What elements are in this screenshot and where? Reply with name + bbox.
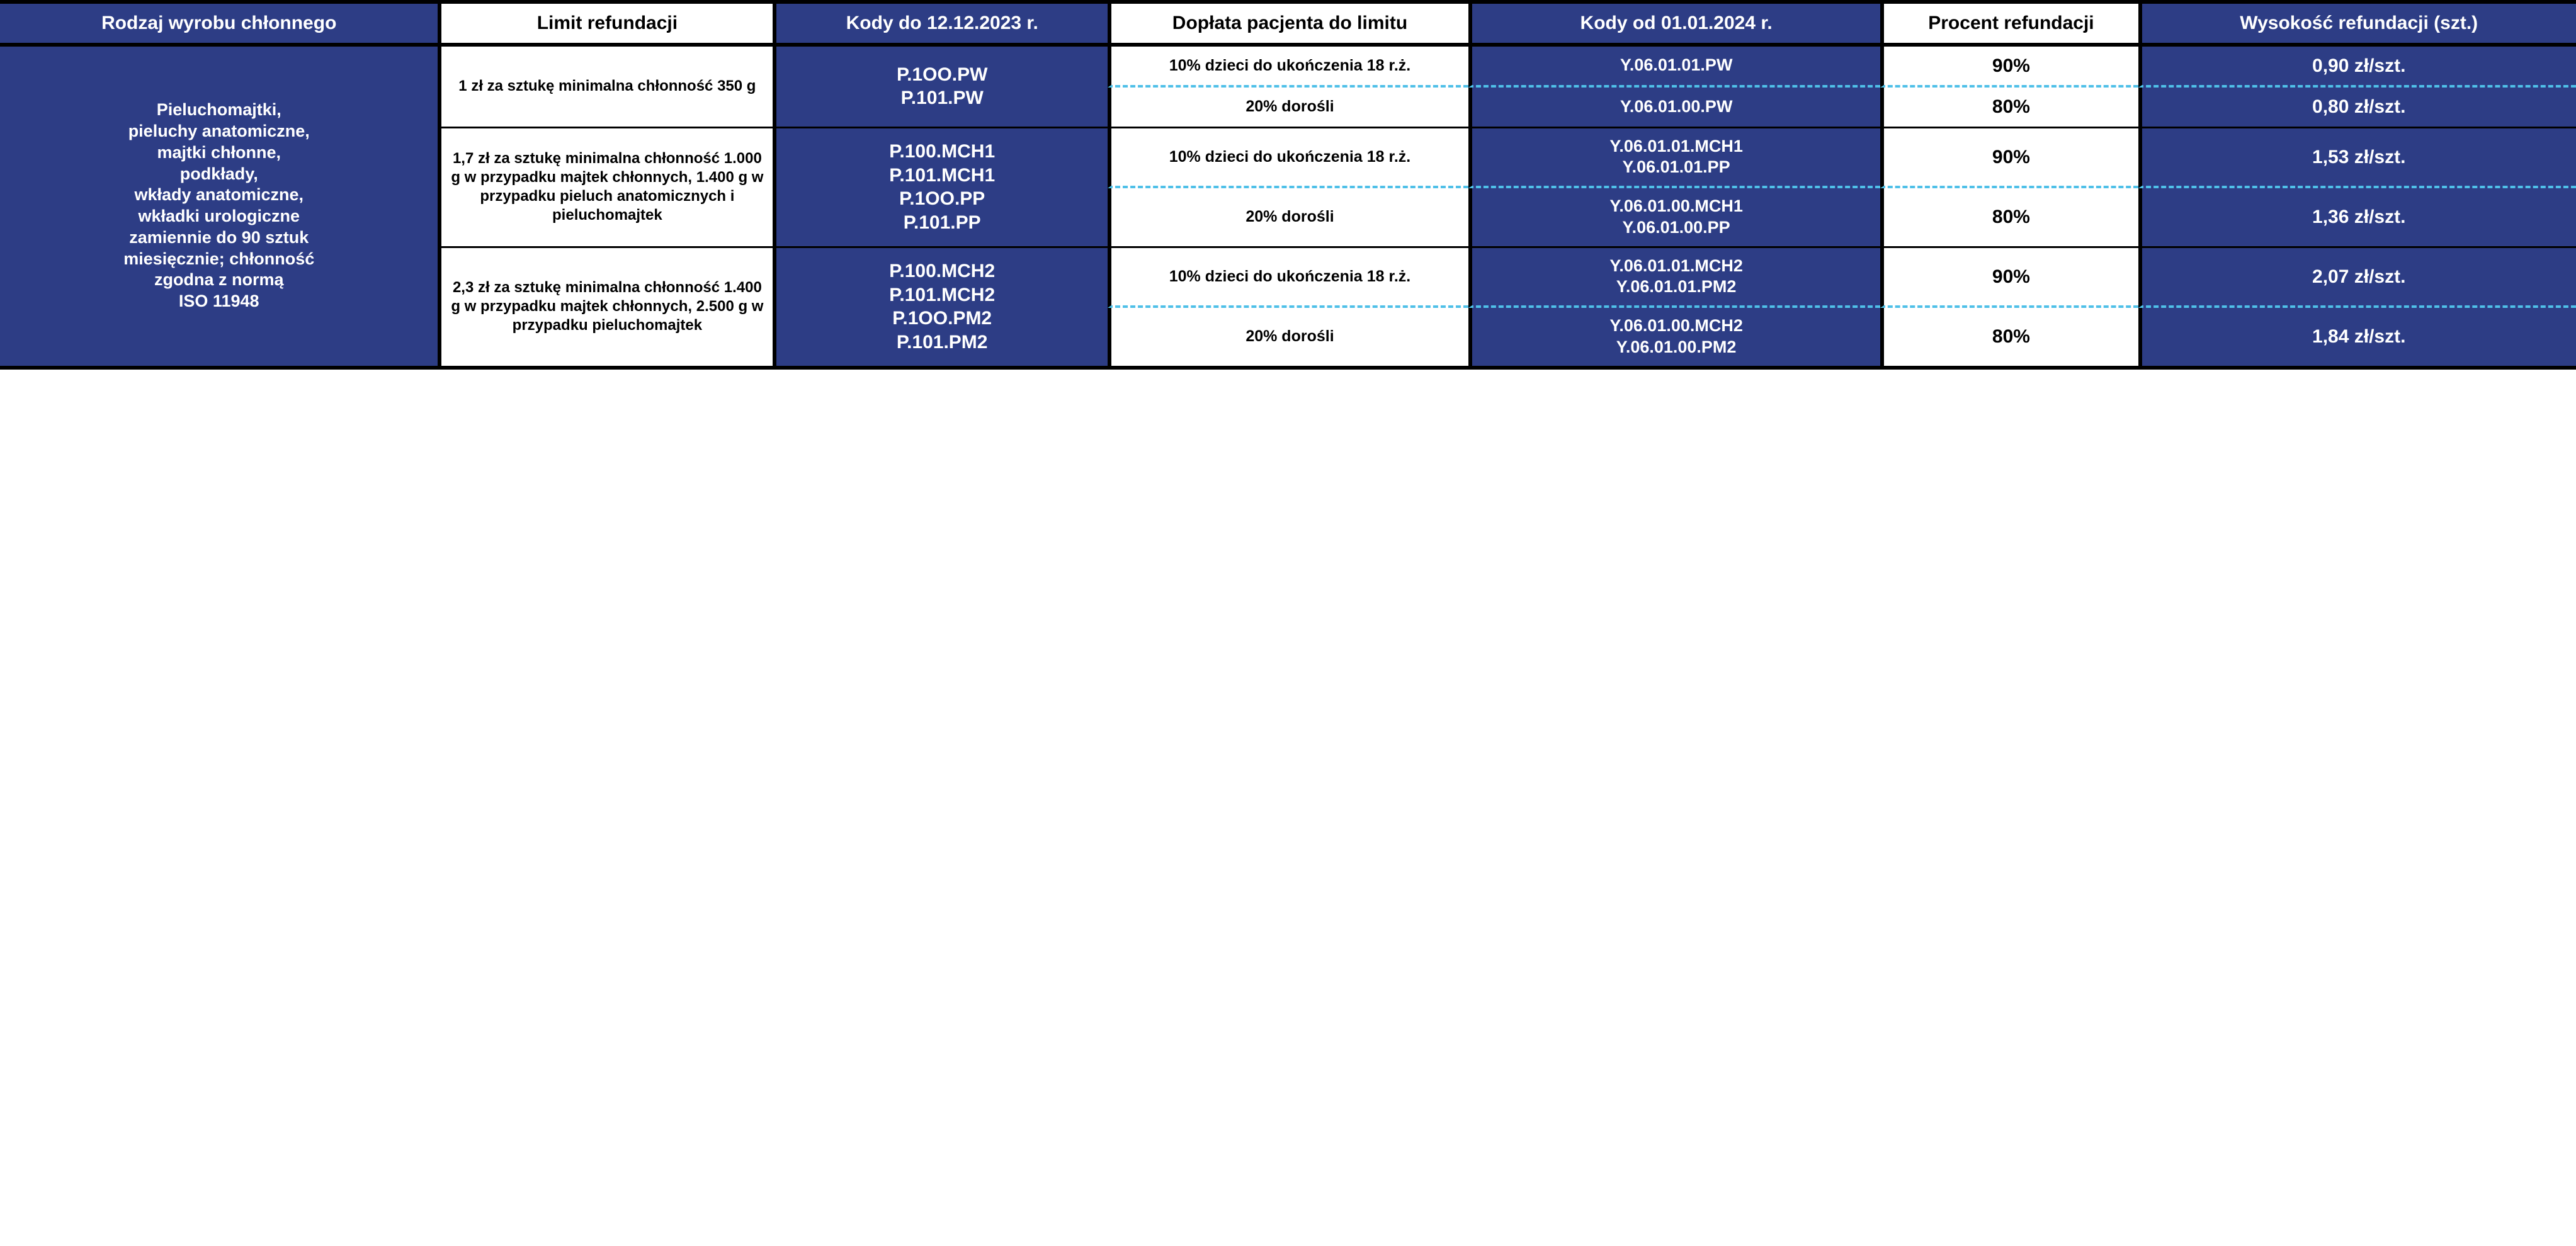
doplata-1-1: 20% dorośli: [1108, 188, 1468, 248]
val-1-0: 1,53 zł/szt.: [2138, 128, 2576, 189]
val-2-0: 2,07 zł/szt.: [2138, 248, 2576, 309]
pct-0-1: 80%: [1880, 88, 2138, 128]
limit-0: 1 zł za sztukę minimalna chłonność 350 g: [438, 47, 773, 128]
codes-new-0-0: Y.06.01.01.PW: [1468, 47, 1881, 88]
header-kody-old: Kody do 12.12.2023 r.: [773, 4, 1108, 47]
doplata-2-1: 20% dorośli: [1108, 308, 1468, 370]
pct-2-0: 90%: [1880, 248, 2138, 309]
pct-1-0: 90%: [1880, 128, 2138, 189]
header-procent: Procent refundacji: [1880, 4, 2138, 47]
doplata-0-0: 10% dzieci do ukończenia 18 r.ż.: [1108, 47, 1468, 88]
header-doplata: Dopłata pacjenta do limitu: [1108, 4, 1468, 47]
header-wysokosc: Wysokość refundacji (szt.): [2138, 4, 2576, 47]
limit-2: 2,3 zł za sztukę minimalna chłonność 1.4…: [438, 248, 773, 370]
codes-new-1-0: Y.06.01.01.MCH1 Y.06.01.01.PP: [1468, 128, 1881, 189]
codes-old-1: P.100.MCH1 P.101.MCH1 P.1OO.PP P.101.PP: [773, 128, 1108, 248]
header-rodzaj: Rodzaj wyrobu chłonnego: [0, 4, 438, 47]
val-1-1: 1,36 zł/szt.: [2138, 188, 2576, 248]
codes-old-2: P.100.MCH2 P.101.MCH2 P.1OO.PM2 P.101.PM…: [773, 248, 1108, 370]
doplata-1-0: 10% dzieci do ukończenia 18 r.ż.: [1108, 128, 1468, 189]
codes-old-0: P.1OO.PW P.101.PW: [773, 47, 1108, 128]
codes-new-2-0: Y.06.01.01.MCH2 Y.06.01.01.PM2: [1468, 248, 1881, 309]
val-2-1: 1,84 zł/szt.: [2138, 308, 2576, 370]
codes-new-2-1: Y.06.01.00.MCH2 Y.06.01.00.PM2: [1468, 308, 1881, 370]
header-kody-new: Kody od 01.01.2024 r.: [1468, 4, 1881, 47]
doplata-0-1: 20% dorośli: [1108, 88, 1468, 128]
header-limit: Limit refundacji: [438, 4, 773, 47]
row-label: Pieluchomajtki, pieluchy anatomiczne, ma…: [0, 47, 438, 370]
limit-1: 1,7 zł za sztukę minimalna chłonność 1.0…: [438, 128, 773, 248]
pct-0-0: 90%: [1880, 47, 2138, 88]
pct-1-1: 80%: [1880, 188, 2138, 248]
val-0-1: 0,80 zł/szt.: [2138, 88, 2576, 128]
codes-new-1-1: Y.06.01.00.MCH1 Y.06.01.00.PP: [1468, 188, 1881, 248]
codes-new-0-1: Y.06.01.00.PW: [1468, 88, 1881, 128]
pct-2-1: 80%: [1880, 308, 2138, 370]
refund-table: Rodzaj wyrobu chłonnego Limit refundacji…: [0, 0, 2576, 370]
val-0-0: 0,90 zł/szt.: [2138, 47, 2576, 88]
doplata-2-0: 10% dzieci do ukończenia 18 r.ż.: [1108, 248, 1468, 309]
